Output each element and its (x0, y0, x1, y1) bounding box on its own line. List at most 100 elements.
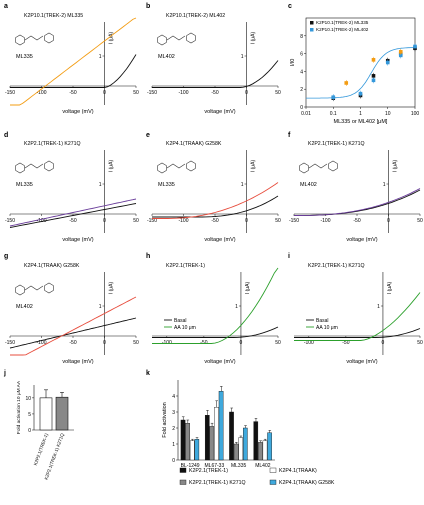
y-axis-label: I (μA) (109, 32, 115, 45)
panel-letter-d: d (4, 132, 8, 139)
y-tick-label: 2 (172, 426, 175, 432)
panel-title: K2P10.1(TREK-2) ML402 (166, 13, 225, 19)
panel-title: K2P2.1(TREK-1) K271Q (24, 141, 81, 147)
molecule-chain (24, 285, 44, 291)
compound-label: ML402 (300, 182, 317, 188)
y-tick-label: 2 (300, 87, 303, 93)
legend-label: K2P4.1(TRAAK) (279, 468, 317, 474)
y-tick-label: 10 (25, 396, 31, 402)
data-point (331, 95, 336, 100)
category-label: ML67-33 (205, 463, 225, 469)
legend-label-aa: AA 10 μm (174, 325, 196, 331)
bar (262, 440, 268, 461)
x-tick-label: 100 (411, 111, 420, 117)
fit-curve (306, 47, 414, 99)
molecule-ring (328, 160, 338, 172)
x-axis-label: voltage (mV) (204, 237, 235, 243)
x-tick-label: -150 (5, 90, 15, 96)
data-point (344, 81, 349, 85)
x-tick-label: 50 (275, 90, 281, 96)
bar (209, 426, 215, 461)
x-tick-label: -100 (178, 90, 188, 96)
x-tick-label: 0 (240, 340, 243, 346)
molecule-chain (308, 163, 328, 169)
molecule-ring (15, 34, 25, 46)
x-tick-label: -50 (342, 340, 349, 346)
x-axis-label: voltage (mV) (204, 109, 235, 115)
molecule-chain (24, 163, 44, 169)
panel-letters: a b c d e f g h i j k (3, 3, 292, 377)
compound-label: ML402 (16, 304, 33, 310)
molecule-ring (15, 284, 25, 296)
panel-title: K2P10.1(TREK-2) ML335 (24, 13, 83, 19)
x-tick-label: -100 (36, 90, 46, 96)
x-tick-label: -150 (147, 218, 157, 224)
x-axis-label: voltage (mV) (62, 359, 93, 365)
bar (258, 442, 263, 461)
compound-label: ML335 (16, 54, 33, 60)
molecule-ring (157, 162, 167, 174)
x-tick-label: 0.1 (330, 111, 337, 117)
data-point (385, 60, 390, 65)
y-axis-label: I (μA) (251, 32, 257, 45)
x-axis-label: voltage (mV) (346, 237, 377, 243)
panel-title: K2P2.1(TREK-1) K271Q (308, 141, 365, 147)
trace-basal (9, 203, 137, 228)
bar (243, 427, 248, 461)
y-tick-label: 1 (383, 182, 386, 188)
x-tick-label: 0 (103, 218, 106, 224)
panel-letter-f: f (288, 132, 291, 139)
trace-basal (10, 54, 137, 88)
panel-letter-a: a (4, 3, 8, 10)
data-point (371, 74, 376, 78)
panel-h: K2P2.1(TREK-1) -100 -50 0 50 1 I (μA) voltage (… (152, 263, 281, 365)
bar (233, 443, 239, 461)
trace-basal (152, 195, 279, 218)
trace-basal (294, 328, 421, 338)
x-tick-label: -150 (5, 340, 15, 346)
category-label: BL-1249 (181, 463, 200, 469)
legend-label: K2P2.1(TREK-1) (189, 468, 228, 474)
panel-d: K2P2.1(TREK-1) K271Q ML335 -150 -100 -50 0 50 1… (5, 141, 139, 243)
legend-label: K2P10.1(TREK-2) ML402 (316, 27, 369, 32)
legend-label-basal: Basal (174, 318, 187, 324)
x-tick-label: -100 (36, 218, 46, 224)
x-tick-label: 0 (387, 218, 390, 224)
x-tick-label: 0 (382, 340, 385, 346)
molecule-chain (166, 163, 186, 169)
bar (194, 439, 200, 461)
y-axis-label: I (μA) (109, 160, 115, 173)
y-axis-label: I (μA) (109, 282, 115, 295)
bar (229, 411, 234, 461)
x-tick-label: -100 (162, 340, 172, 346)
molecule-ring (157, 34, 167, 46)
trace-activated (10, 17, 137, 106)
compound-label: ML402 (158, 54, 175, 60)
x-tick-label: 0 (245, 218, 248, 224)
x-tick-label: -50 (69, 218, 76, 224)
x-tick-label: 10 (385, 111, 391, 117)
molecule-chain (24, 35, 44, 41)
x-tick-label: -100 (36, 340, 46, 346)
panel-i: K2P2.1(TREK-1) K271Q -100 -50 0 50 1 I (μA) vol… (294, 263, 423, 365)
trace-activated (152, 267, 279, 344)
bar (238, 437, 244, 461)
trace-activated (9, 198, 137, 227)
x-axis-label: voltage (mV) (204, 359, 235, 365)
x-tick-label: -100 (178, 218, 188, 224)
category-label: ML335 (231, 463, 247, 469)
y-axis-label: I (μA) (393, 160, 399, 173)
panel-letter-g: g (4, 253, 8, 260)
panel-k-bar-chart: 0 1 2 3 4 Fold activation BL-1249 ML67-33 ML335 M… (162, 380, 335, 486)
trace-basal (294, 189, 421, 216)
compound-label: ML335 (158, 182, 175, 188)
x-tick-label: 50 (133, 218, 139, 224)
x-tick-label: 50 (133, 340, 139, 346)
molecule-structure-a (15, 32, 54, 46)
x-tick-label: -50 (69, 90, 76, 96)
x-tick-label: 0 (103, 340, 106, 346)
panel-c-dose-response: 0.01 0.1 1 10 100 0 2 4 6 8 ML335 or ML402 [μM] I/I… (290, 17, 420, 125)
data-point (413, 44, 417, 49)
